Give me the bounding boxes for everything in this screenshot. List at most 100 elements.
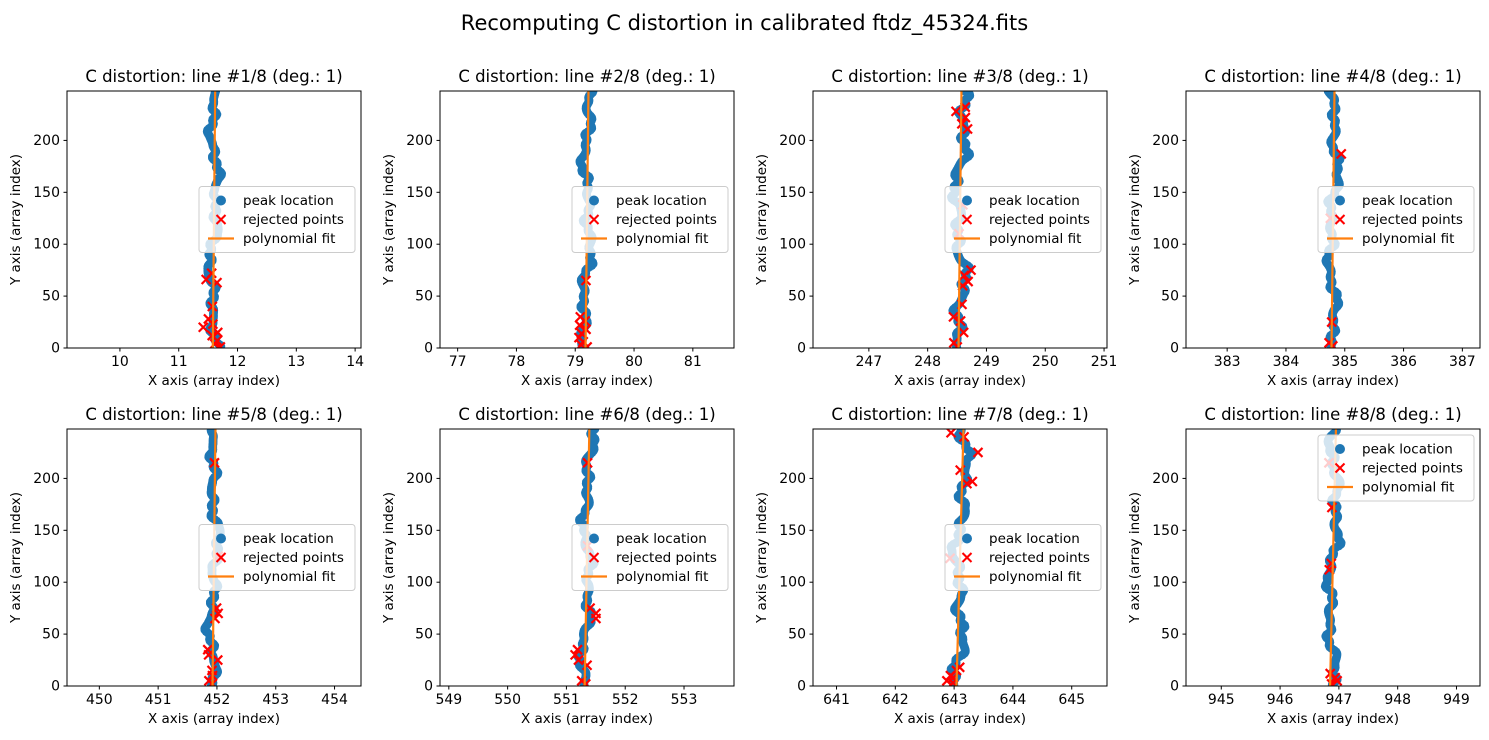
legend-entry-label: polynomial fit xyxy=(243,231,335,247)
x-tick-label: 553 xyxy=(671,692,698,708)
legend-entry-line: polynomial fit xyxy=(954,569,1081,585)
y-tick-label: 50 xyxy=(788,627,806,643)
x-tick-label: 384 xyxy=(1273,354,1300,370)
y-tick-label: 0 xyxy=(424,341,433,357)
legend-entry-line: polynomial fit xyxy=(954,231,1081,247)
subplot-4: C distortion: line #4/8 (deg.: 1)383 384 3… xyxy=(1127,67,1481,389)
legend-entry-label: peak location xyxy=(1362,193,1453,209)
x-axis-label: X axis (array index) xyxy=(894,711,1026,727)
x-axis-label: X axis (array index) xyxy=(521,711,653,727)
legend: peak location rejected points polynomial f… xyxy=(571,524,729,591)
x-axis-label: X axis (array index) xyxy=(1267,373,1399,389)
x-tick-label: 81 xyxy=(684,354,702,370)
x-tick-label: 549 xyxy=(435,692,462,708)
legend-entry-circle: peak location xyxy=(1335,442,1453,458)
y-tick-label: 200 xyxy=(779,471,806,487)
x-tick-label: 383 xyxy=(1214,354,1241,370)
legend-entry-label: peak location xyxy=(616,531,707,547)
legend-entry-line: polynomial fit xyxy=(1327,480,1454,496)
y-tick-label: 50 xyxy=(1161,289,1179,305)
legend-entry-line: polynomial fit xyxy=(581,231,708,247)
x-tick-label: 552 xyxy=(612,692,639,708)
x-tick-label: 454 xyxy=(321,692,348,708)
legend-entry-x: rejected points xyxy=(1334,212,1463,228)
legend-entry-label: rejected points xyxy=(989,550,1090,566)
x-tick-label: 450 xyxy=(86,692,113,708)
y-tick-label: 200 xyxy=(1152,133,1179,149)
subplot-2: C distortion: line #2/8 (deg.: 1) 77 78 79 8… xyxy=(381,67,735,389)
x-axis-label: X axis (array index) xyxy=(148,373,280,389)
axes-frame xyxy=(1185,90,1481,349)
axes-frame xyxy=(1185,428,1481,687)
y-tick-label: 0 xyxy=(51,341,60,357)
y-axis-ticks: 0 50 100 150 200 xyxy=(779,471,813,695)
legend-entry-line: polynomial fit xyxy=(581,569,708,585)
x-axis-ticks: 945 946 947 948 949 xyxy=(1208,686,1470,708)
rejected-points-series xyxy=(569,457,602,686)
subplot-7: C distortion: line #7/8 (deg.: 1) 641 642 6… xyxy=(754,405,1108,727)
y-tick-label: 50 xyxy=(415,289,433,305)
x-axis-label: X axis (array index) xyxy=(521,373,653,389)
y-tick-label: 0 xyxy=(51,679,60,695)
x-tick-label: 947 xyxy=(1326,692,1353,708)
legend-entry-line: polynomial fit xyxy=(208,231,335,247)
legend-entry-label: peak location xyxy=(1362,442,1453,458)
subplot-8: C distortion: line #8/8 (deg.: 1)945 946 9… xyxy=(1127,405,1481,727)
peak-location-marker-icon xyxy=(1335,195,1345,206)
legend-entry-label: polynomial fit xyxy=(1362,480,1454,496)
axes-frame xyxy=(66,90,362,349)
legend-entry-circle: peak location xyxy=(1335,193,1453,209)
y-tick-label: 0 xyxy=(424,679,433,695)
y-axis-ticks: 0 50 100 150 200 xyxy=(406,133,440,357)
y-tick-label: 0 xyxy=(797,679,806,695)
axes-frame xyxy=(812,428,1108,687)
y-axis-label: Y axis (array index) xyxy=(1127,492,1143,624)
y-tick-label: 0 xyxy=(1170,341,1179,357)
subplot-3: C distortion: line #3/8 (deg.: 1)247 248 2… xyxy=(754,67,1116,389)
y-tick-label: 200 xyxy=(406,133,433,149)
subplot-title: C distortion: line #5/8 (deg.: 1) xyxy=(85,405,342,424)
x-tick-label: 948 xyxy=(1384,692,1411,708)
x-tick-label: 641 xyxy=(823,692,850,708)
legend-entry-x: rejected points xyxy=(215,212,344,228)
legend-entry-label: polynomial fit xyxy=(616,569,708,585)
figure-title: Recomputing C distortion in calibrated f… xyxy=(460,11,1029,35)
y-tick-label: 200 xyxy=(33,471,60,487)
x-tick-label: 452 xyxy=(204,692,231,708)
y-axis-label: Y axis (array index) xyxy=(381,492,397,624)
legend: peak location rejected points polynomial f… xyxy=(1317,186,1475,253)
legend-entry-circle: peak location xyxy=(589,531,707,547)
y-tick-label: 150 xyxy=(1152,523,1179,539)
x-tick-label: 13 xyxy=(287,354,305,370)
legend-entry-line: polynomial fit xyxy=(1327,231,1454,247)
legend-entry-x: rejected points xyxy=(961,212,1090,228)
x-axis-ticks: 10 11 12 13 14 xyxy=(111,348,364,370)
legend-entry-label: peak location xyxy=(989,193,1080,209)
legend-entry-label: polynomial fit xyxy=(989,569,1081,585)
x-tick-label: 949 xyxy=(1443,692,1470,708)
x-tick-label: 453 xyxy=(262,692,289,708)
y-axis-ticks: 0 50 100 150 200 xyxy=(1152,471,1186,695)
legend-entry-label: rejected points xyxy=(1362,212,1463,228)
x-tick-label: 946 xyxy=(1267,692,1294,708)
x-tick-label: 250 xyxy=(1032,354,1059,370)
x-tick-label: 248 xyxy=(914,354,941,370)
subplot-title: C distortion: line #7/8 (deg.: 1) xyxy=(831,405,1088,424)
x-tick-label: 645 xyxy=(1058,692,1085,708)
legend-entry-label: polynomial fit xyxy=(989,231,1081,247)
y-tick-label: 100 xyxy=(779,575,806,591)
legend-entry-label: rejected points xyxy=(616,550,717,566)
legend: peak location rejected points polynomial f… xyxy=(571,186,729,253)
legend-entry-label: polynomial fit xyxy=(1362,231,1454,247)
legend: peak location rejected points polynomial f… xyxy=(944,186,1102,253)
y-axis-ticks: 0 50 100 150 200 xyxy=(779,133,813,357)
legend-entry-x: rejected points xyxy=(588,550,717,566)
y-tick-label: 150 xyxy=(406,523,433,539)
legend-entry-x: rejected points xyxy=(215,550,344,566)
y-tick-label: 150 xyxy=(33,523,60,539)
x-tick-label: 642 xyxy=(882,692,909,708)
y-tick-label: 100 xyxy=(406,237,433,253)
peak-location-marker-icon xyxy=(216,533,226,544)
legend: peak location rejected points polynomial f… xyxy=(198,186,356,253)
